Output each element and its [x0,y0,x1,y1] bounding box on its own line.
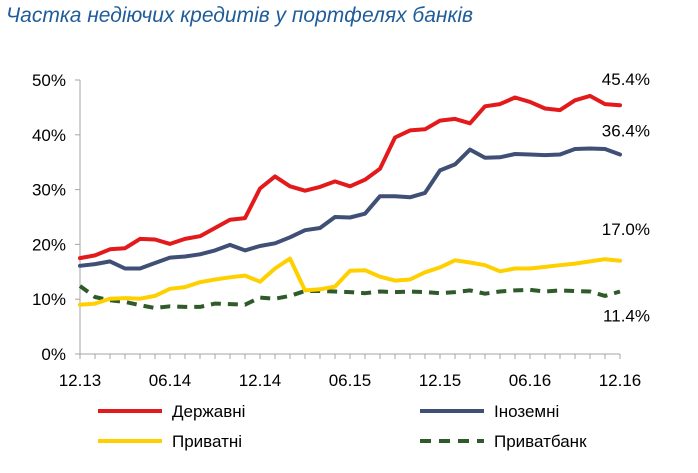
x-tick-label: 12.13 [59,371,102,390]
y-tick-label: 20% [32,235,66,254]
x-tick-label: 12.15 [419,371,462,390]
legend-label-3: Приватні [172,432,242,451]
chart-title: Частка недіючих кредитів у портфелях бан… [6,4,474,27]
series-line-1 [78,93,622,261]
legend-label-2: Іноземні [494,402,559,421]
chart-series [78,93,622,310]
y-tick-label: 30% [32,181,66,200]
chart-legend: Державні Іноземні Приватні Приватбанк [98,402,587,451]
x-tick-label: 12.14 [239,371,282,390]
y-tick-label: 40% [32,126,66,145]
x-tick-label: 06.16 [509,371,552,390]
end-label-1: 45.4% [602,70,650,89]
end-label-4: 11.4% [603,307,650,326]
chart-end-labels: 45.4% 36.4% 17.0% 11.4% [602,70,650,325]
x-tick-label: 06.14 [149,371,192,390]
legend-label-4: Приватбанк [494,432,587,451]
series-line-4 [78,284,621,310]
legend-label-1: Державні [172,402,245,421]
end-label-2: 36.4% [602,122,650,141]
x-tick-label: 06.15 [329,371,372,390]
series-line-2 [78,146,622,271]
x-tick-label: 12.16 [599,371,642,390]
y-tick-label: 0% [41,345,66,364]
series-line-3 [78,256,622,307]
end-label-3: 17.0% [602,220,650,239]
chart-axes: 0% 10% 20% 30% 40% 50% 12.13 06.14 12.14 06.15 12.… [32,71,641,390]
y-tick-label: 10% [32,290,66,309]
y-tick-label: 50% [32,71,66,90]
